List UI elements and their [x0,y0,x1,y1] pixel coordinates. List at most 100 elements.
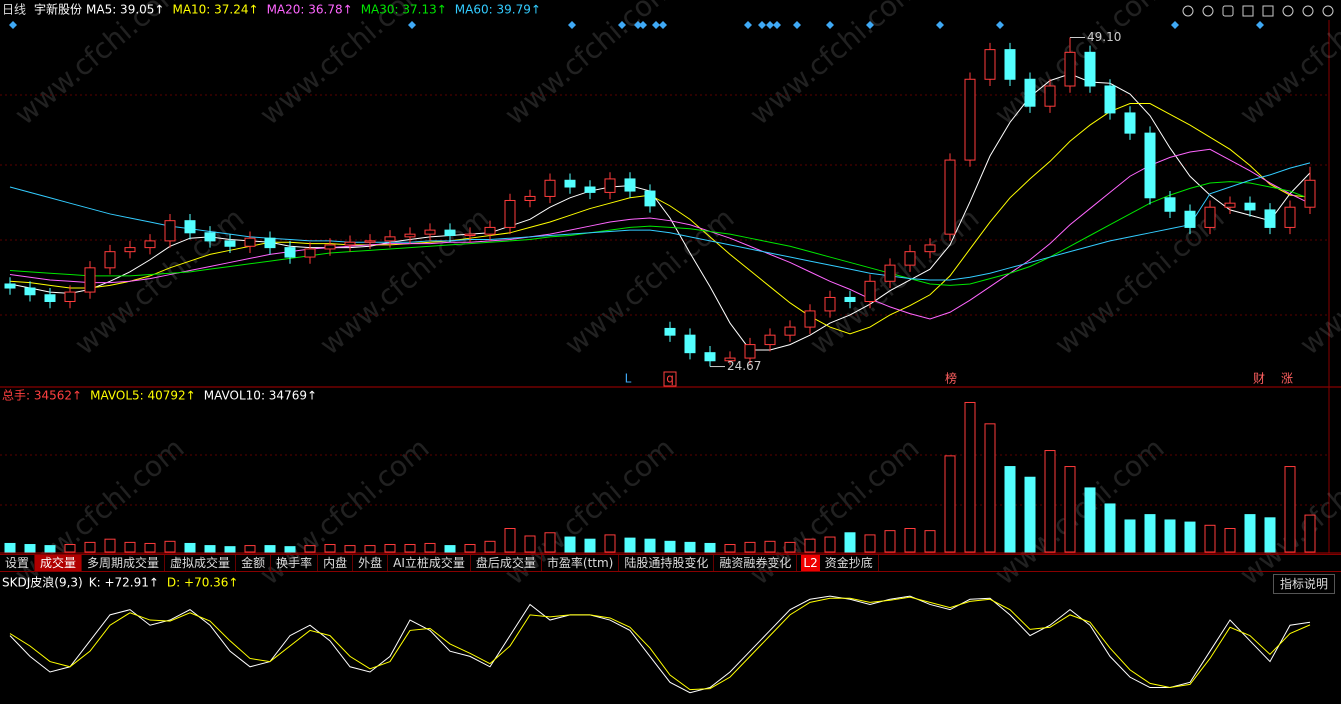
volume-bar [584,538,596,553]
candle-body [1304,179,1316,208]
volume-bar [1264,517,1276,553]
volume-bar [104,538,116,553]
ma-line [9,181,1311,286]
candle-body [704,352,716,362]
ma-line [9,103,1311,335]
volume-bar [744,541,756,553]
candle-body [484,226,496,235]
volume-bar [244,545,256,553]
volume-bar [524,535,536,553]
volume-bar [564,536,576,553]
candle-body [124,247,136,253]
volume-bar [204,545,216,553]
candle-body [1044,85,1056,107]
indicator-tab[interactable]: 换手率 [271,555,319,571]
signal-marker [9,21,17,29]
icon-zoom-out[interactable] [1322,5,1334,17]
candle-body [504,199,516,228]
icon-record[interactable] [1222,5,1234,17]
volume-bar [1004,466,1016,553]
signal-marker [793,21,801,29]
volume-bar [224,546,236,553]
indicator-tab[interactable]: 内盘 [318,555,354,571]
candle-body [944,159,956,235]
volume-bar [504,528,516,553]
candle-body [924,244,936,253]
volume-bar [964,401,976,553]
signal-marker [826,21,834,29]
help-button[interactable]: 指标说明 [1272,574,1335,594]
volume-bar [944,455,956,553]
indicator-tab[interactable]: 成交量 [35,555,83,571]
signal-marker [639,21,647,29]
candle-body [224,240,236,247]
candle-body [464,233,476,236]
icon-zoom-in[interactable] [1302,5,1314,17]
indicator-tab[interactable]: 陆股通持股变化 [619,555,715,571]
indicator-tab[interactable]: 资金抄底 [820,555,879,571]
volume-bar [664,540,676,553]
ma-legend: MA5: 39.05↑ [86,3,164,17]
candle-body [24,287,36,296]
volume-bar [704,542,716,553]
candle-body [1004,49,1016,80]
candle-body [164,220,176,242]
volume-bar [1304,514,1316,553]
volume-bar [404,544,416,553]
candle-body [344,241,356,246]
volume-bar [464,544,476,553]
signal-marker [744,21,752,29]
icon-lock[interactable] [1242,5,1254,17]
candle-body [904,251,916,266]
indicator-tab[interactable]: 虚拟成交量 [165,555,237,571]
indicator-tab[interactable]: AI立桩成交量 [388,555,471,571]
candle-body [584,186,596,193]
ma-line [9,162,1311,281]
signal-marker [659,21,667,29]
ma-line [9,148,1311,320]
volume-bar [124,541,136,553]
volume-bar [624,537,636,553]
volume-bar [724,544,736,553]
volume-bar [784,541,796,553]
signal-marker [866,21,874,29]
indicator-tab[interactable]: 金额 [236,555,272,571]
volume-bar [1064,466,1076,553]
volume-legend: 总手: 34562↑ [2,389,82,403]
candle-body [864,280,876,302]
icon-eye[interactable] [1182,5,1194,17]
indicator-tab[interactable]: 设置 [0,555,36,571]
volume-bar [144,542,156,553]
stock-name: 宇新股份 [34,2,82,17]
signal-marker [618,21,626,29]
volume-bar [924,530,936,553]
kdj-line [9,596,1311,691]
signal-marker [773,21,781,29]
candle-body [524,195,536,201]
candle-body [184,220,196,234]
volume-bar [444,545,456,553]
indicator-tab[interactable]: 多周期成交量 [82,555,166,571]
volume-bar [164,540,176,553]
period-label: 日线 [2,3,26,17]
event-marker: q [666,372,674,386]
indicator-tab[interactable]: 融资融券变化 [714,555,798,571]
icon-cut[interactable] [1202,5,1214,17]
candle-body [1224,202,1236,208]
icon-hand[interactable] [1262,5,1274,17]
candle-body [564,179,576,188]
indicator-tab[interactable]: 外盘 [353,555,389,571]
indicator-tab[interactable]: 盘后成交量 [471,555,542,571]
volume-bar [764,540,776,553]
candle-body [304,248,316,258]
signal-marker [766,21,774,29]
toolbar-icons[interactable] [1182,5,1334,17]
candle-body [1104,85,1116,114]
icon-undo[interactable] [1282,5,1294,17]
candle-body [544,179,556,197]
indicator-tab[interactable]: 市盈率(ttm) [542,555,620,571]
signal-marker [652,21,660,29]
volume-indicator-legend: MAVOL10: 34769↑ [204,389,317,403]
ma-legend: MA20: 36.78↑ [267,3,353,17]
